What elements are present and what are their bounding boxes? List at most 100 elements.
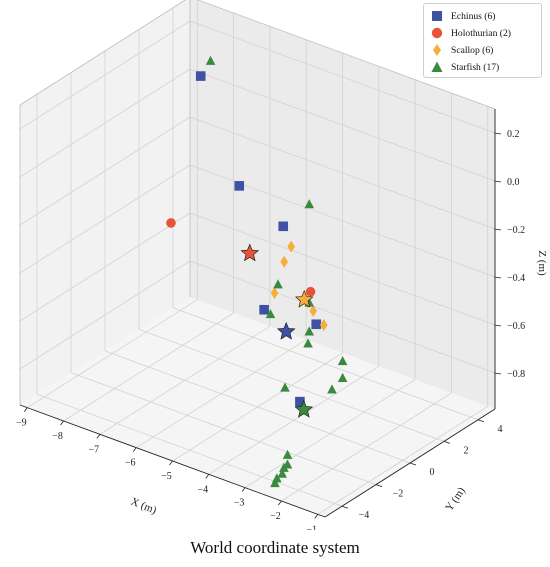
triangle-point [280,382,290,392]
centroid-star [294,399,314,418]
triangle-marker-icon [431,61,443,72]
x-tick [23,407,28,412]
circle-point [305,286,316,297]
legend-item-holothurian: Holothurian (2) [430,26,511,40]
grid-line [19,260,191,370]
x-tick-label: −8 [52,431,63,442]
circle-marker-icon [431,27,443,39]
diamond-point [280,255,288,268]
diamond-point [319,318,328,331]
square-marker-icon [432,11,442,21]
square-point [311,319,322,330]
grid-line [189,116,496,230]
square-point [295,396,305,407]
x-axis-title: X (m) [129,496,158,517]
grid-line [104,350,411,464]
triangle-point [270,478,280,488]
x-tick [241,487,246,492]
grid-line [189,260,496,374]
legend-item-starfish: Starfish (17) [430,60,499,74]
triangle-point [337,372,348,382]
centroid-star [276,321,296,340]
grid-line [19,212,191,322]
triangle-point [272,473,282,483]
x-tick [278,500,282,506]
y-axis-title: Y (m) [443,485,468,514]
y-tick [409,462,417,466]
grid-line [19,68,191,178]
triangle-point [279,462,289,472]
z-tick-label: −0.2 [507,225,525,236]
x-tick [60,420,64,426]
z-tick [494,228,502,231]
z-tick-label: −0.4 [507,273,525,284]
triangle-point [327,384,337,394]
y-tick-label: 0 [430,467,435,478]
legend: Echinus (6) Holothurian (2) Scallop (6) … [423,3,542,78]
plot-area: −9 −8 −7 −6 −5 −4 −3 −2 −1 −4 −2 0 2 4 −0.8 −0.6 −0.4 −0.… [16,0,548,535]
triangle-point [304,199,315,209]
z-tick-label: 0.2 [507,129,520,140]
grid-line [189,68,496,182]
grid-line [19,116,191,226]
pane-edge [197,0,496,110]
legend-item-echinus: Echinus (6) [430,9,496,23]
grid-line [189,20,496,134]
centroid-star [294,289,314,308]
grid-line [138,329,445,442]
x-tick-label: −6 [125,458,136,469]
legend-label: Scallop (6) [451,44,494,56]
z-tick [494,276,502,279]
grid-line [19,164,191,274]
z-tick [494,324,502,327]
x-tick [314,514,319,519]
legend-label: Echinus (6) [451,10,496,22]
z-tick [494,132,502,135]
legend-item-scallop: Scallop (6) [430,43,493,57]
x-tick-label: −4 [197,484,208,495]
diamond-point [287,240,296,253]
grid-line [19,20,191,130]
square-point [278,221,289,232]
triangle-point [304,326,315,336]
x-tick-label: −5 [161,471,172,482]
grid-line [172,307,479,421]
square-point [195,71,206,81]
y-tick-label: 4 [498,424,503,435]
diamond-point [270,287,279,299]
legend-label: Starfish (17) [451,61,500,73]
x-tick [96,434,101,439]
x-tick-label: −1 [306,524,317,530]
triangle-point [273,279,283,289]
y-tick [443,441,451,444]
x-tick-label: −3 [234,498,245,509]
triangle-point [205,55,216,65]
z-tick-label: −0.8 [507,369,525,380]
grid-line [189,212,496,326]
triangle-point [277,468,288,478]
triangle-point [303,338,313,348]
triangle-point [337,356,348,366]
z-tick [494,180,502,183]
grid-line [70,372,377,485]
pane-edge [19,0,187,106]
x-tick [132,447,137,452]
z-tick [494,372,502,375]
x-tick-label: −7 [89,444,100,455]
x-tick-label: −2 [270,511,281,522]
y-tick-label: −2 [393,489,404,500]
figure-caption: World coordinate system [190,538,360,557]
grid-line [36,393,343,507]
centroid-star [240,243,260,262]
x-tick-label: −9 [16,418,27,429]
triangle-point [265,309,276,319]
x-tick [169,460,173,466]
z-axis-title: Z (m) [536,250,548,276]
y-tick [477,419,485,423]
x-tick [205,474,210,479]
y-tick [375,484,383,487]
square-point [259,304,269,315]
legend-label: Holothurian (2) [451,27,511,39]
diamond-marker-icon [433,44,441,56]
